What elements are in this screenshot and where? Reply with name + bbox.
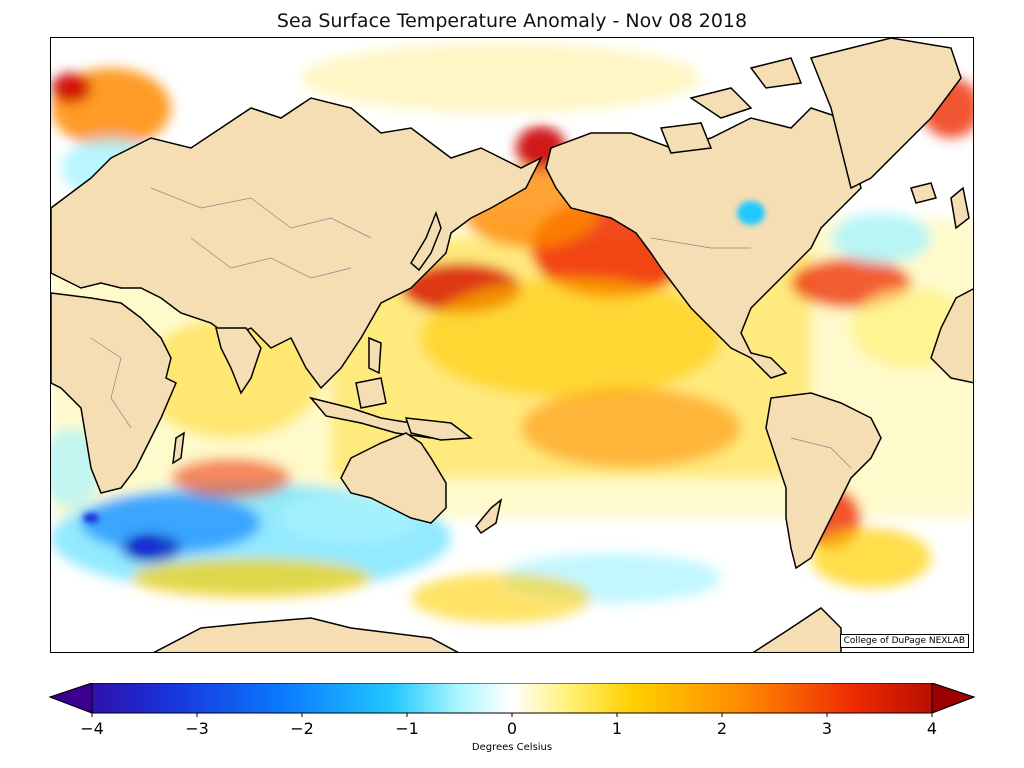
map-svg <box>51 38 973 652</box>
sst-anomaly-map: College of DuPage NEXLAB <box>50 37 974 653</box>
colorbar-label: Degrees Celsius <box>471 742 553 753</box>
new-guinea-landmass <box>404 417 474 441</box>
colorbar-tick-label: −1 <box>395 719 419 738</box>
europe-east-landmass <box>930 288 973 384</box>
colorbar-tick-label: 1 <box>611 719 623 738</box>
colorbar-tick-label: −3 <box>185 719 209 738</box>
uk-landmass <box>950 186 970 230</box>
india-landmass <box>215 327 262 395</box>
antarctica-landmass <box>153 607 842 652</box>
eurasia-landmass <box>51 97 543 390</box>
africa-landmass <box>51 292 177 494</box>
map-title: Sea Surface Temperature Anomaly - Nov 08… <box>276 10 748 32</box>
borneo-landmass <box>355 377 387 409</box>
colorbar-tick-label: 3 <box>821 719 833 738</box>
land-masses <box>51 38 973 652</box>
colorbar-max-extension <box>931 683 976 714</box>
colorbar-min-extension <box>48 683 93 714</box>
philippines-landmass <box>368 336 382 375</box>
colorbar-tick-label: 0 <box>506 719 518 738</box>
north-america-landmass <box>545 107 862 379</box>
cold-anomalies <box>83 201 765 553</box>
new-zealand-landmass <box>475 498 503 535</box>
colorbar-tick-label: −2 <box>290 719 314 738</box>
arctic-islands-landmass <box>659 57 803 154</box>
credit-label: College of DuPage NEXLAB <box>839 634 969 648</box>
japan-landmass <box>410 210 442 272</box>
colorbar <box>48 683 976 717</box>
colorbar-bar <box>48 683 976 714</box>
colorbar-tick-label: −4 <box>80 719 104 738</box>
south-america-landmass <box>765 392 882 570</box>
australia-landmass <box>340 432 447 524</box>
iceland-landmass <box>910 182 937 204</box>
colorbar-ticks <box>91 713 933 717</box>
colorbar-tick-label: 2 <box>716 719 728 738</box>
greenland-landmass <box>809 38 962 190</box>
madagascar-landmass <box>172 431 185 465</box>
colorbar-tick-label: 4 <box>926 719 938 738</box>
country-borders <box>90 187 852 469</box>
